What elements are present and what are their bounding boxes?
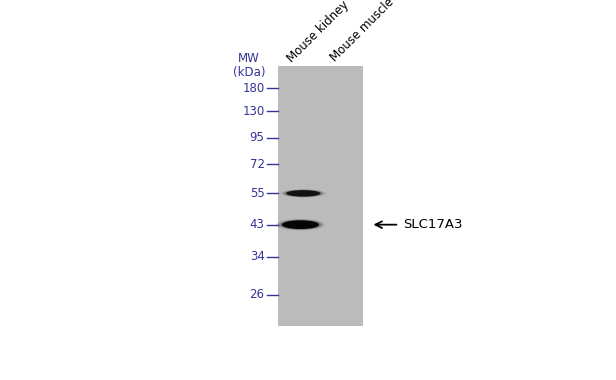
Text: MW: MW xyxy=(238,52,260,65)
Ellipse shape xyxy=(282,220,319,229)
Ellipse shape xyxy=(281,189,326,198)
Text: 26: 26 xyxy=(249,288,265,301)
Text: 34: 34 xyxy=(249,250,265,263)
Text: 130: 130 xyxy=(242,105,265,118)
Text: Mouse muscle: Mouse muscle xyxy=(328,0,397,65)
Text: 43: 43 xyxy=(249,218,265,231)
Text: 72: 72 xyxy=(249,158,265,171)
Ellipse shape xyxy=(283,190,323,197)
Text: 55: 55 xyxy=(250,187,265,200)
Text: (kDa): (kDa) xyxy=(233,66,265,79)
Text: SLC17A3: SLC17A3 xyxy=(403,218,463,231)
Ellipse shape xyxy=(279,220,322,230)
Text: Mouse kidney: Mouse kidney xyxy=(285,0,352,65)
Text: 180: 180 xyxy=(242,82,265,95)
Text: 95: 95 xyxy=(249,131,265,144)
Ellipse shape xyxy=(286,190,320,196)
Bar xyxy=(277,66,363,326)
Ellipse shape xyxy=(276,219,325,230)
